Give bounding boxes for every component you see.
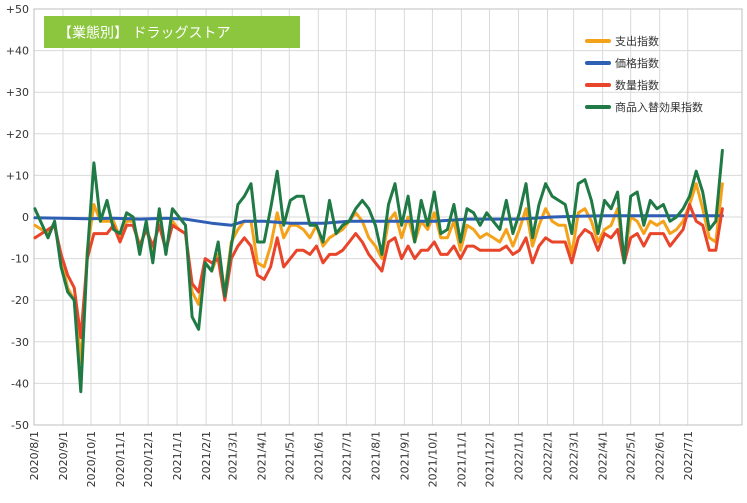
x-tick-label: 2021/2/1 <box>200 431 213 480</box>
x-tick-label: 2022/5/1 <box>625 431 638 480</box>
x-tick-label: 2021/6/1 <box>312 431 325 480</box>
legend-label: 支出指数 <box>615 34 659 48</box>
x-tick-label: 2020/8/1 <box>28 431 41 480</box>
y-tick-label: +50 <box>6 3 29 16</box>
x-tick-label: 2021/4/1 <box>255 431 268 480</box>
x-tick-label: 2021/9/1 <box>398 431 411 480</box>
y-tick-label: -20 <box>11 294 29 307</box>
series-lines <box>33 148 724 394</box>
y-tick-label: -50 <box>11 419 29 432</box>
x-tick-label: 2021/12/1 <box>483 431 496 487</box>
chart-title-box: 【業態別】 ドラッグストア <box>44 16 300 48</box>
y-tick-label: +20 <box>6 128 29 141</box>
y-tick-label: +10 <box>6 169 29 182</box>
x-tick-label: 2021/7/1 <box>340 431 353 480</box>
x-tick-label: 2021/5/1 <box>283 431 296 480</box>
x-tick-label: 2021/1/1 <box>171 431 184 480</box>
x-tick-label: 2020/12/1 <box>142 431 155 487</box>
title-background <box>44 16 300 48</box>
legend-label: 商品入替効果指数 <box>615 100 703 114</box>
x-tick-label: 2021/10/1 <box>426 431 439 487</box>
series-line <box>33 148 724 394</box>
y-tick-label: +30 <box>6 86 29 99</box>
y-tick-label: -40 <box>11 377 29 390</box>
legend-label: 価格指数 <box>615 56 659 70</box>
x-tick-label: 2021/11/1 <box>455 431 468 487</box>
x-tick-label: 2022/4/1 <box>597 431 610 480</box>
y-tick-label: 0 <box>22 211 29 224</box>
x-tick-label: 2022/3/1 <box>568 431 581 480</box>
x-tick-label: 2020/9/1 <box>57 431 70 480</box>
x-tick-label: 2020/10/1 <box>85 431 98 487</box>
x-tick-label: 2022/2/1 <box>541 431 554 480</box>
y-tick-label: +40 <box>6 45 29 58</box>
chart-title: 【業態別】 ドラッグストア <box>58 26 230 42</box>
series-line <box>33 214 724 227</box>
legend-label: 数量指数 <box>615 78 659 92</box>
x-tick-label: 2022/6/1 <box>654 431 667 480</box>
y-tick-label: -30 <box>11 336 29 349</box>
x-tick-label: 2022/1/1 <box>512 431 525 480</box>
x-tick-label: 2021/3/1 <box>226 431 239 480</box>
y-tick-label: -10 <box>11 253 29 266</box>
x-tick-label: 2021/8/1 <box>369 431 382 480</box>
x-axis: 2020/8/1 2020/9/1 2020/10/1 2020/11/1 2020/1… <box>28 431 695 487</box>
x-tick-label: 2022/7/1 <box>682 431 695 480</box>
y-axis: +50 +40 +30 +20 +10 0 -10 -20 -30 -40 -50 <box>6 3 29 432</box>
x-tick-label: 2020/11/1 <box>114 431 127 487</box>
